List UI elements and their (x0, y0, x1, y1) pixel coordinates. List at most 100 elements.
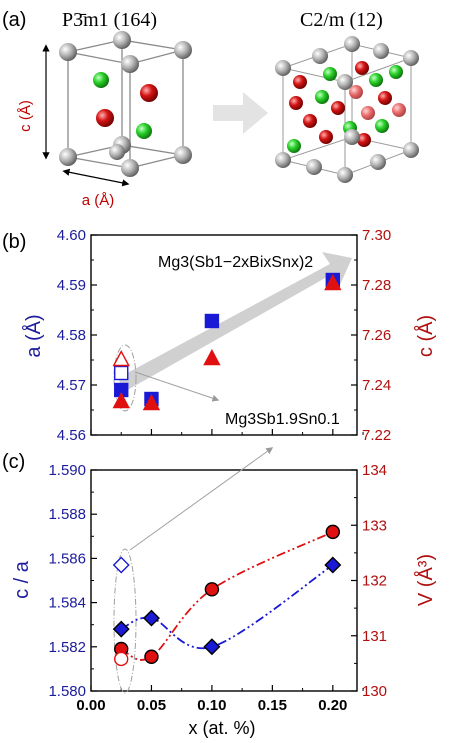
grey-atom (370, 154, 386, 170)
data-point-diamond (142, 609, 160, 627)
panel-a: (a) P3̄m1 (164) C2/m (12) c (Å) a (Å) (2, 9, 419, 209)
red-atom (378, 91, 392, 105)
left-tick-label: 1.584 (48, 595, 86, 612)
grey-atom (174, 41, 192, 59)
a-axis-label: a (Å) (82, 192, 115, 209)
data-point-circle (144, 649, 159, 664)
panel-a-letter: (a) (2, 9, 26, 31)
grey-atom (403, 50, 419, 66)
grey-atom (275, 152, 291, 168)
grey-atom (337, 167, 353, 183)
red-atom (331, 101, 345, 115)
data-point-triangle (142, 394, 161, 411)
plot-c-marks (112, 524, 342, 667)
data-point-square (114, 365, 129, 381)
grey-atom (344, 129, 360, 145)
data-point-circle (114, 651, 129, 667)
plot-b-right-axis: 7.22 7.24 7.26 7.28 7.30 (351, 227, 391, 444)
grey-atom (337, 74, 353, 90)
left-tick-label: 1.588 (48, 506, 86, 523)
data-point-diamond (112, 620, 130, 638)
red-atom (357, 133, 371, 147)
plot-c-x-ticks: 0.00 0.05 0.10 0.15 0.20 (76, 685, 364, 714)
x-tick-label: 0.05 (137, 697, 166, 714)
right-tick-label: 133 (362, 517, 387, 534)
data-point-circle (204, 582, 220, 597)
right-tick-label: 7.30 (362, 227, 391, 244)
plot-c-left-axis-label: c / a (11, 560, 33, 599)
panel-b-letter: (b) (2, 231, 26, 253)
left-tick-label: 4.57 (57, 377, 86, 394)
formula-general: Mg3(Sb1−2xBixSnx)2 (158, 254, 313, 271)
plot-b-left-axis-label: a (Å) (22, 314, 45, 357)
x-tick-label: 0.20 (318, 697, 347, 714)
grey-atom (121, 159, 139, 177)
grey-atom (59, 43, 77, 61)
data-point-diamond (112, 556, 130, 574)
left-tick-label: 1.582 (48, 639, 86, 656)
x-tick-label: 0.10 (197, 697, 226, 714)
reference-pointer-b (134, 371, 220, 402)
grey-atom (403, 142, 419, 158)
right-tick-label: 7.28 (362, 277, 391, 294)
plot-c-frame (90, 469, 358, 692)
grey-atom (306, 159, 322, 175)
left-tick-label: 1.586 (48, 550, 86, 567)
green-atom (93, 72, 109, 88)
red-atom (392, 103, 406, 117)
grey-atom (113, 31, 131, 49)
red-atom (140, 84, 158, 102)
green-atom (323, 67, 337, 81)
right-tick-label: 130 (362, 683, 387, 700)
grey-atom (59, 148, 77, 166)
right-tick-label: 132 (362, 573, 387, 590)
left-tick-label: 1.590 (48, 462, 86, 479)
formula-reference: Mg3Sb1.9Sn0.1 (225, 411, 340, 428)
left-tick-label: 4.56 (57, 427, 86, 444)
data-point-triangle (112, 350, 130, 367)
green-atom (375, 119, 389, 133)
right-tick-label: 7.22 (362, 427, 391, 444)
left-tick-label: 1.580 (48, 683, 86, 700)
volume-series-line (120, 531, 334, 661)
grey-atom (344, 36, 360, 52)
red-atom (361, 106, 375, 120)
plot-c-left-axis: 1.580 1.582 1.584 1.586 1.588 1.590 (48, 462, 97, 700)
trend-arrow (118, 252, 352, 392)
grey-atom (275, 60, 291, 76)
grey-atom (373, 43, 389, 59)
grey-atom (109, 144, 125, 160)
red-atom (293, 75, 307, 89)
x-tick-label: 0.15 (258, 697, 287, 714)
data-point-circle (325, 524, 341, 540)
data-point-square (204, 313, 220, 329)
right-tick-label: 7.24 (362, 377, 391, 394)
left-tick-label: 4.58 (57, 327, 86, 344)
right-space-group-label: C2/m (12) (300, 9, 383, 31)
panel-b: (b) 4.564.574.584.594.60 7.227.247.267.2… (2, 227, 437, 444)
red-atom (355, 61, 369, 75)
x-tick-label: 0.00 (76, 697, 105, 714)
green-atom (369, 73, 383, 87)
green-atom (315, 90, 329, 104)
data-point-triangle (112, 392, 130, 409)
green-atom (287, 139, 301, 153)
grey-atom (174, 146, 192, 164)
plot-b-left-axis: 4.56 4.57 4.58 4.59 4.60 (57, 227, 97, 444)
left-tick-label: 4.60 (57, 227, 86, 244)
plot-b-right-axis-label: c (Å) (414, 315, 437, 357)
left-space-group-label: P3̄m1 (164) (62, 9, 157, 31)
left-tick-label: 4.59 (57, 277, 86, 294)
reference-pointer-c (129, 447, 274, 551)
right-tick-label: 134 (362, 462, 387, 479)
plot-b-x-ticks (90, 429, 364, 435)
data-point-triangle (324, 274, 342, 291)
a-axis-arrow (62, 168, 130, 187)
right-tick-label: 131 (362, 628, 387, 645)
reference-ellipse-b (113, 344, 137, 412)
right-tick-label: 7.26 (362, 327, 391, 344)
grey-atom (121, 55, 139, 73)
red-atom (303, 114, 317, 128)
grey-atom (312, 48, 328, 64)
